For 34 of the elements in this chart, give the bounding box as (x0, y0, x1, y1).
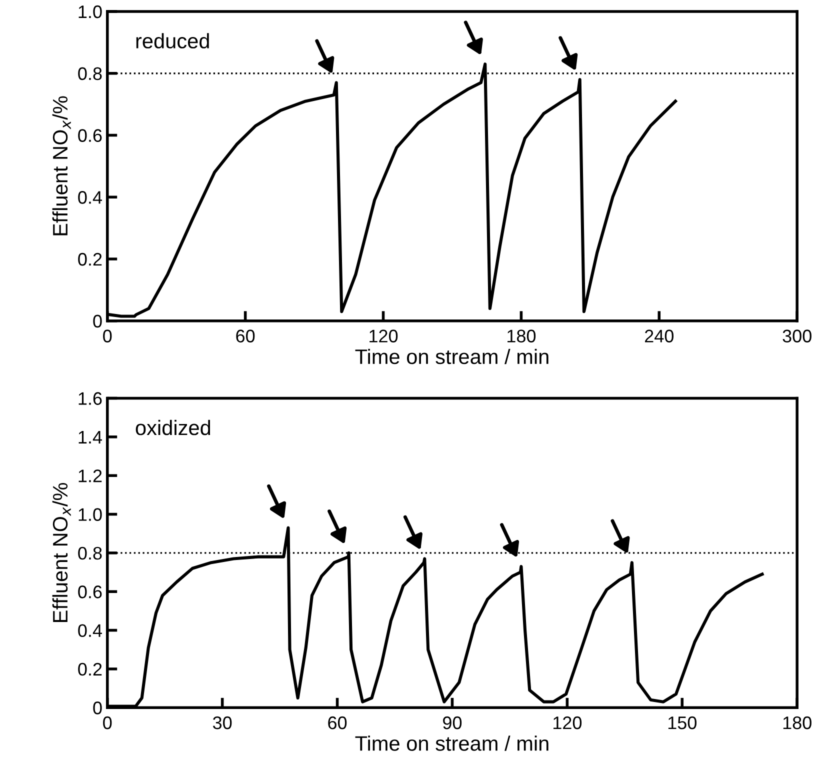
y-tick-label: 1.4 (78, 431, 102, 444)
y-tick-label: 1.0 (78, 508, 102, 521)
y-tick-label: 0 (93, 702, 102, 714)
annotation: oxidized (136, 420, 210, 436)
y-tick-label: 0.8 (78, 67, 102, 80)
y-tick-label: 1.6 (78, 392, 102, 405)
x-axis-title: Time on stream / min (355, 348, 548, 364)
y-axis-title: Effluent NO$_{x}$/% (52, 96, 71, 236)
x-tick-label: 150 (668, 716, 696, 730)
y-tick-label: 0.8 (78, 546, 102, 560)
y-tick-label: 0.2 (78, 252, 102, 266)
y-axis-title: Effluent NO$_{x}$/% (52, 482, 71, 622)
y-tick-label: 0.2 (78, 662, 102, 676)
x-tick-label: 0 (103, 330, 112, 342)
x-tick-label: 30 (212, 716, 232, 730)
y-tick-label: 0.6 (78, 129, 102, 142)
x-tick-label: 90 (443, 716, 462, 730)
y-tick-label: 1.2 (78, 470, 102, 482)
y-tick-label: 0.6 (78, 586, 102, 598)
y-tick-label: 1.0 (78, 5, 102, 18)
annotation: reduced (136, 33, 209, 48)
x-tick-label: 180 (783, 716, 812, 730)
y-tick-label: 0.4 (78, 191, 102, 204)
x-tick-label: 300 (782, 330, 812, 342)
y-tick-label: 0.4 (78, 624, 102, 637)
x-tick-label: 240 (644, 330, 674, 342)
x-tick-label: 60 (328, 716, 347, 730)
x-axis-title: Time on stream / min (355, 736, 548, 751)
x-tick-label: 120 (370, 330, 398, 342)
x-tick-label: 120 (554, 716, 582, 730)
x-tick-label: 60 (236, 330, 255, 342)
x-tick-label: 0 (103, 716, 112, 730)
x-tick-label: 180 (508, 330, 536, 342)
y-tick-label: 0 (93, 314, 102, 328)
